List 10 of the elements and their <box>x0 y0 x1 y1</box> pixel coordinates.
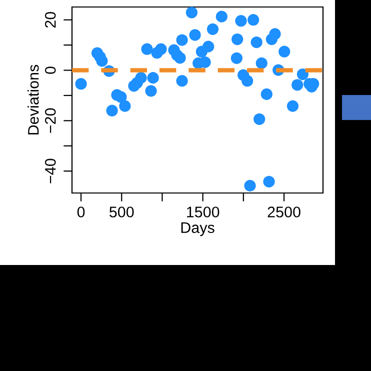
y-tick-label: 0 <box>44 66 56 74</box>
x-tick-label: 0 <box>77 206 85 218</box>
x-tick-label: 2500 <box>268 206 300 218</box>
y-tick-label: 20 <box>44 12 56 28</box>
x-tick-label: 500 <box>109 206 134 218</box>
y-axis-title: Deviations <box>28 64 39 134</box>
x-tick-label: 1500 <box>186 206 220 218</box>
y-tick-label: −20 <box>44 108 56 133</box>
x-axis-title: Days <box>181 222 214 236</box>
y-tick-label: −40 <box>44 158 56 184</box>
